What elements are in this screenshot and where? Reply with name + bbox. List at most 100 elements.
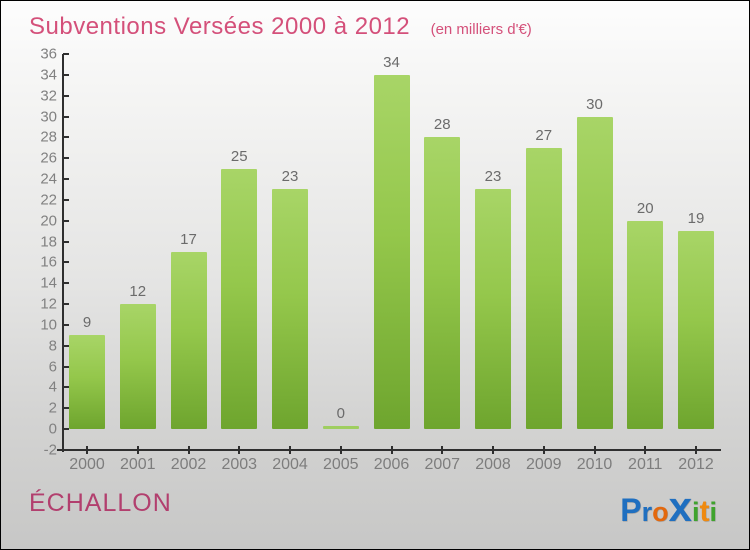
x-axis-tick [238, 446, 241, 454]
bar-value-label: 19 [687, 210, 705, 228]
y-axis-tick [63, 136, 69, 139]
bar-2001 [119, 304, 156, 430]
y-tick-label: 16 [40, 253, 57, 271]
x-tick-label: 2005 [322, 456, 359, 473]
y-tick-label: 18 [40, 233, 57, 251]
y-tick-label: 0 [48, 420, 57, 438]
logo-letter-r: r [641, 497, 653, 527]
x-tick-label: 2002 [170, 456, 207, 473]
x-tick-label: 2010 [576, 456, 613, 473]
y-axis-tick [63, 198, 69, 201]
y-tick-label: 36 [40, 45, 57, 63]
x-axis-tick [441, 446, 444, 454]
proxiti-logo: Proxiti [620, 483, 717, 531]
y-axis-tick [63, 365, 69, 368]
bar-value-label: 23 [281, 168, 299, 186]
y-tick-label: 8 [48, 337, 57, 355]
bar-2000 [69, 335, 105, 430]
bar-2009 [525, 147, 562, 430]
y-axis-tick [63, 449, 69, 451]
y-tick-label: 26 [40, 149, 57, 167]
bar-chart-plot-area: -2 0 2 4 6 8 10 12 14 16 18 20 22 24 26 28 30 32 34 36 9 2000… [40, 46, 721, 473]
y-axis-tick [63, 240, 69, 243]
x-axis-tick [695, 446, 697, 454]
page-title: Subventions Versées 2000 à 2012 [29, 13, 411, 40]
y-axis-tick [63, 94, 69, 97]
x-axis-tick [492, 446, 494, 454]
bar-value-label: 23 [484, 168, 502, 186]
x-axis-tick [136, 446, 139, 454]
logo-letter-i: i [709, 497, 717, 527]
y-axis-line [62, 54, 64, 452]
logo-letter-p: P [620, 492, 642, 528]
bar-value-label: 27 [535, 126, 553, 144]
bar-value-label: 30 [586, 95, 603, 113]
x-tick-label: 2008 [475, 456, 511, 473]
bar-value-label: 25 [230, 147, 248, 165]
bar-2007 [424, 137, 461, 430]
y-tick-label: 12 [40, 295, 57, 313]
x-axis-tick [593, 446, 596, 454]
x-tick-label: 2011 [628, 456, 663, 473]
bar-value-label: 12 [129, 283, 147, 301]
logo-letter-t: t [699, 495, 710, 528]
x-tick-label: 2004 [272, 456, 308, 473]
bar-2005 [322, 426, 359, 430]
x-axis-tick [390, 446, 393, 454]
y-axis-tick [63, 386, 69, 389]
bar-value-label: 17 [180, 231, 197, 248]
y-tick-label: 6 [48, 358, 57, 376]
y-axis-tick [63, 115, 69, 118]
x-tick-label: 2009 [525, 456, 562, 473]
x-axis-tick [86, 446, 88, 454]
bar-2011 [627, 220, 664, 430]
y-axis-tick [63, 407, 69, 410]
y-axis-tick [63, 282, 69, 285]
y-tick-label: 22 [40, 191, 57, 209]
x-axis-tick [542, 446, 545, 454]
y-tick-label: 24 [40, 170, 57, 188]
y-axis-tick [63, 303, 69, 306]
commune-name: ÉCHALLON [29, 489, 172, 517]
y-axis-tick [63, 219, 69, 222]
page-subtitle: (en milliers d'€) [430, 21, 532, 38]
logo-letter-o: o [652, 497, 669, 527]
x-axis-tick [289, 446, 291, 454]
bar-value-label: 9 [82, 314, 92, 332]
y-axis-tick [63, 157, 69, 160]
bar-2012 [678, 231, 714, 430]
y-axis-tick [63, 323, 69, 326]
y-axis-tick [63, 178, 69, 181]
bar-2004 [272, 189, 308, 430]
logo-letter-i: i [691, 497, 700, 527]
y-tick-label: 10 [40, 316, 57, 334]
y-tick-label: 14 [40, 274, 57, 292]
bar-2010 [576, 116, 613, 430]
x-tick-label: 2007 [424, 456, 461, 473]
y-tick-label: 2 [48, 399, 57, 417]
x-axis-tick [339, 446, 342, 454]
y-tick-label: 20 [40, 212, 57, 230]
y-tick-label: 4 [48, 378, 57, 396]
bar-2008 [475, 189, 511, 430]
x-tick-label: 2003 [221, 456, 258, 473]
y-axis-tick [63, 344, 69, 347]
title-row: Subventions Versées 2000 à 2012 (en mill… [29, 13, 532, 41]
y-tick-label: 30 [40, 108, 57, 126]
bar-2003 [221, 168, 258, 430]
bar-value-label: 34 [383, 53, 400, 71]
bar-2006 [373, 74, 410, 430]
y-tick-label: -2 [43, 441, 57, 459]
bar-value-label: 20 [636, 199, 654, 217]
x-tick-label: 2012 [678, 456, 714, 473]
x-axis-tick [187, 446, 190, 454]
x-tick-label: 2006 [373, 456, 410, 473]
bar-value-label: 28 [433, 116, 451, 134]
bar-2002 [170, 252, 207, 430]
y-axis-tick [63, 261, 69, 264]
y-tick-label: 32 [40, 87, 57, 105]
x-tick-label: 2001 [119, 456, 156, 473]
x-axis-line [57, 449, 721, 451]
y-axis-tick [63, 73, 69, 76]
